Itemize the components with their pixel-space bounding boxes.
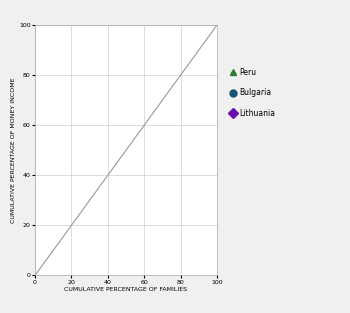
X-axis label: CUMULATIVE PERCENTAGE OF FAMILIES: CUMULATIVE PERCENTAGE OF FAMILIES — [64, 287, 188, 292]
Legend: Peru, Bulgaria, Lithuania: Peru, Bulgaria, Lithuania — [230, 66, 276, 119]
Y-axis label: CUMULATIVE PERCENTAGE OF MONEY INCOME: CUMULATIVE PERCENTAGE OF MONEY INCOME — [12, 78, 16, 223]
